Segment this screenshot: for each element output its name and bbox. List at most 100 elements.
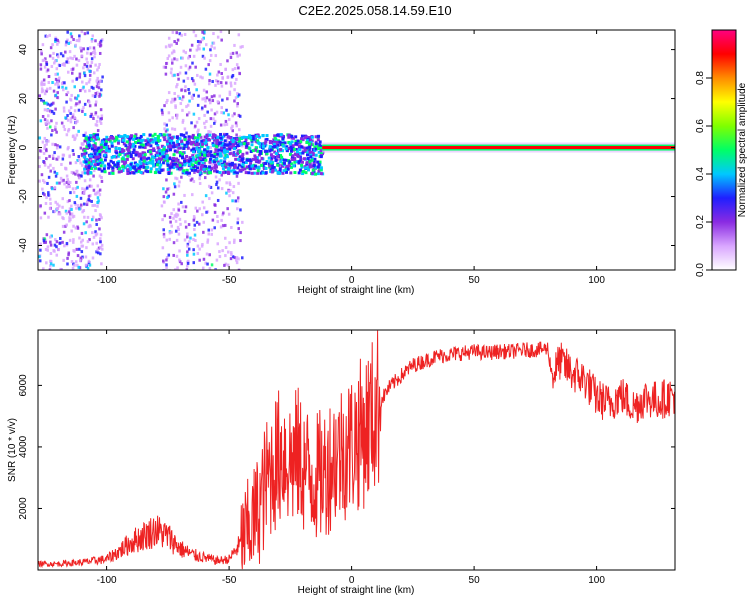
band-cell (175, 143, 179, 147)
band-cell (305, 146, 309, 150)
band-cell (314, 165, 318, 169)
band-cell (132, 137, 136, 141)
band-cell (183, 157, 187, 161)
noise-cell (186, 242, 190, 246)
band-cell (127, 145, 131, 149)
band-cell (122, 142, 126, 146)
band-cell (82, 155, 86, 159)
noise-cell (99, 39, 103, 43)
noise-cell (45, 89, 48, 93)
band-cell (290, 158, 294, 162)
noise-cell (185, 113, 189, 117)
band-cell (110, 136, 114, 140)
band-cell (264, 139, 268, 143)
band-cell (175, 136, 179, 140)
band-cell (280, 149, 284, 153)
noise-cell (225, 108, 228, 112)
band-cell (261, 171, 265, 175)
band-cell (101, 149, 105, 153)
band-cell (183, 163, 187, 167)
band-cell (90, 160, 94, 164)
band-cell (306, 153, 310, 157)
noise-cell (233, 99, 236, 103)
band-cell (214, 165, 218, 169)
noise-cell (64, 50, 67, 54)
band-cell (212, 138, 216, 142)
noise-cell (163, 151, 166, 155)
noise-cell (191, 61, 194, 65)
noise-cell (94, 100, 98, 104)
band-cell (151, 138, 155, 142)
band-cell (202, 150, 206, 154)
noise-cell (75, 206, 78, 210)
band-cell (99, 147, 103, 151)
band-cell (301, 138, 305, 142)
noise-cell (209, 146, 212, 150)
noise-cell (45, 60, 48, 64)
band-cell (285, 149, 289, 153)
band-cell (194, 143, 198, 147)
band-cell (191, 156, 195, 160)
noise-cell (60, 179, 64, 183)
band-cell (176, 167, 180, 171)
noise-cell (209, 124, 213, 128)
band-cell (269, 148, 273, 152)
noise-cell (70, 68, 73, 72)
noise-cell (51, 80, 54, 84)
band-cell (304, 166, 308, 170)
band-cell (183, 138, 187, 142)
noise-cell (43, 108, 47, 112)
band-cell (305, 161, 309, 165)
noise-cell (177, 208, 181, 212)
noise-cell (208, 253, 211, 257)
band-cell (309, 155, 313, 159)
band-cell (232, 168, 236, 172)
spectrogram-y-tick-label: -40 (18, 238, 29, 253)
noise-cell (51, 154, 55, 158)
noise-cell (203, 121, 206, 125)
noise-cell (98, 44, 102, 48)
band-cell (168, 164, 172, 168)
band-cell (85, 158, 89, 162)
noise-cell (193, 82, 197, 86)
band-cell (265, 149, 269, 153)
noise-cell (186, 253, 189, 257)
noise-cell (221, 213, 224, 217)
noise-cell (181, 95, 185, 99)
band-cell (160, 168, 164, 172)
noise-cell (71, 67, 75, 71)
noise-cell (213, 203, 216, 207)
noise-cell (75, 247, 79, 251)
noise-cell (88, 100, 91, 104)
noise-cell (230, 151, 233, 155)
band-cell (232, 153, 236, 157)
band-cell (199, 150, 203, 154)
noise-cell (41, 187, 44, 191)
noise-cell (85, 57, 88, 61)
noise-cell (40, 87, 44, 91)
noise-cell (196, 73, 199, 77)
band-cell (152, 148, 156, 152)
noise-cell (197, 117, 201, 121)
noise-cell (163, 214, 167, 218)
band-cell (175, 157, 179, 161)
band-cell (280, 164, 284, 168)
noise-cell (69, 212, 72, 216)
band-cell (276, 143, 280, 147)
band-cell (250, 138, 254, 142)
noise-cell (73, 85, 76, 89)
band-cell (178, 137, 182, 141)
noise-cell (94, 39, 97, 43)
band-cell (247, 158, 251, 162)
band-cell (288, 152, 292, 156)
spectrogram-frame (37, 29, 676, 271)
band-cell (97, 146, 101, 150)
noise-cell (99, 140, 102, 144)
noise-cell (218, 178, 221, 182)
band-cell (310, 157, 314, 161)
noise-cell (162, 187, 165, 191)
noise-cell (44, 121, 48, 125)
noise-cell (67, 253, 70, 257)
noise-cell (98, 51, 102, 55)
